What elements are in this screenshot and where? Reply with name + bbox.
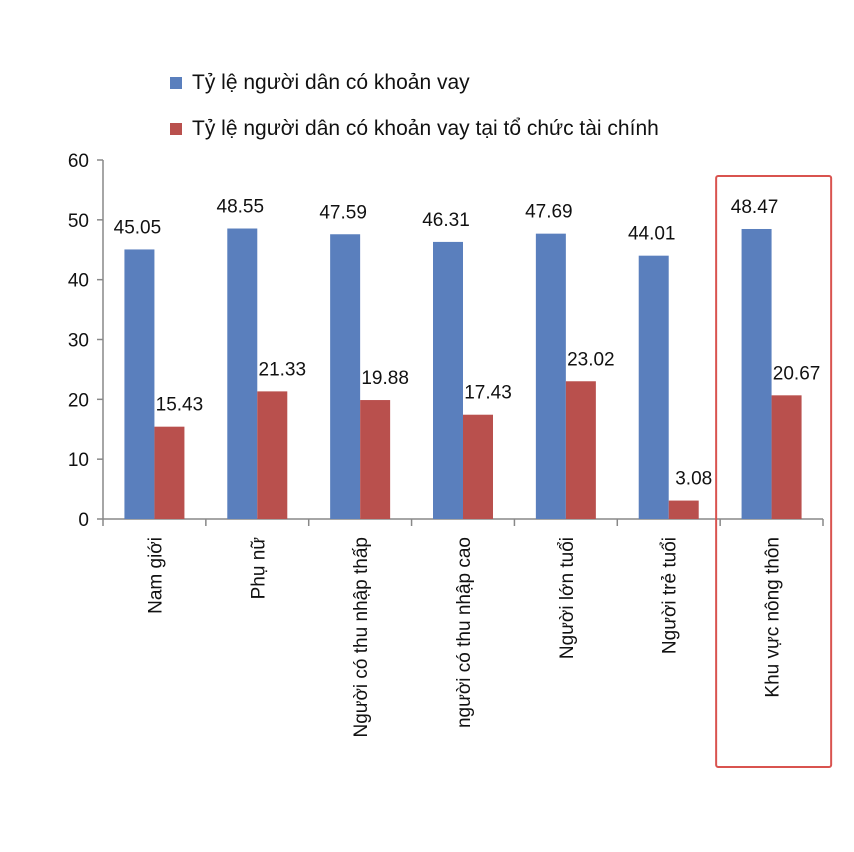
highlight-box [715,175,833,768]
y-tick-label: 10 [68,450,89,471]
legend-swatch-blue [170,77,182,89]
category-label: người có thu nhập cao [454,537,475,728]
data-label: 3.08 [675,469,712,490]
y-tick-label: 30 [68,331,89,352]
legend-item-financial-loans: Tỷ lệ người dân có khoản vay tại tổ chức… [170,106,659,152]
data-label: 17.43 [464,383,512,404]
category-label: Nam giới [145,537,166,614]
bar-financial-loans [771,395,802,519]
bar-loans [535,233,566,519]
bar-financial-loans [154,426,185,519]
legend-swatch-red [170,123,182,135]
data-label: 19.88 [361,368,409,389]
bar-loans [638,255,669,519]
y-tick-label: 50 [68,211,89,232]
data-label: 45.05 [114,217,162,238]
bar-loans [433,241,463,519]
data-label: 23.02 [567,349,615,370]
category-label: Người lớn tuổi [557,537,578,659]
y-tick-label: 40 [68,271,89,292]
legend-label-financial-loans: Tỷ lệ người dân có khoản vay tại tổ chức… [192,117,659,140]
bar-financial-loans [565,381,596,519]
y-tick-label: 0 [78,510,89,531]
y-tick-label: 20 [68,390,89,411]
bar-loans [330,234,361,519]
bar-loans [227,228,258,520]
data-label: 21.33 [259,359,307,380]
bar-financial-loans [463,414,493,519]
data-label: 20.67 [773,363,821,384]
data-label: 48.47 [731,197,779,218]
bar-financial-loans [668,500,699,519]
data-label: 46.31 [422,210,470,231]
legend-label-loans: Tỷ lệ người dân có khoản vay [192,71,470,94]
data-label: 47.69 [525,202,573,223]
bar-financial-loans [360,400,391,519]
bar-loans [741,228,772,519]
y-tick-label: 60 [68,151,89,172]
bar-loans [124,249,155,519]
bar-financial-loans [257,391,288,519]
category-label: Người có thu nhập thấp [351,537,372,738]
category-label: Người trẻ tuổi [660,537,681,654]
category-label: Khu vực nông thôn [763,537,784,698]
legend-item-loans: Tỷ lệ người dân có khoản vay [170,60,659,106]
category-label: Phụ nữ [248,537,269,600]
data-label: 44.01 [628,224,676,245]
data-label: 47.59 [319,202,367,223]
data-label: 48.55 [217,197,265,218]
data-label: 15.43 [156,395,204,416]
legend: Tỷ lệ người dân có khoản vay Tỷ lệ người… [170,60,659,152]
